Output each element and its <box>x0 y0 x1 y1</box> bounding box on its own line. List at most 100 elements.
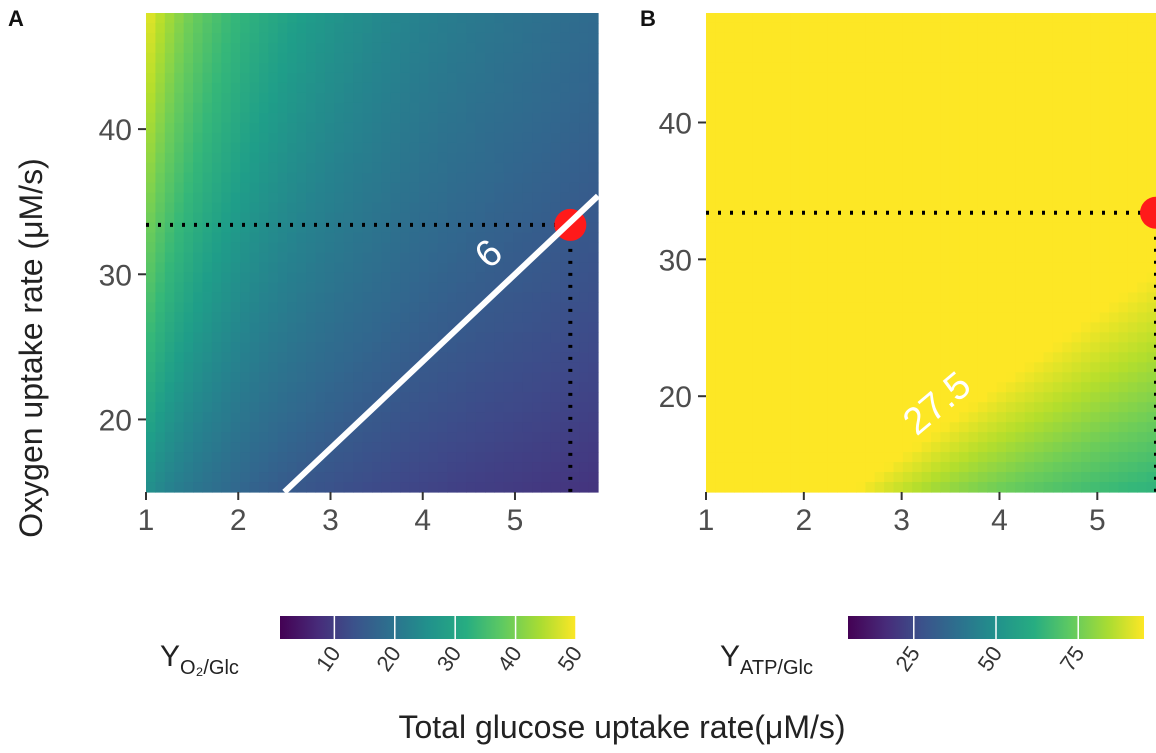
heatmap-cell <box>240 392 251 403</box>
heatmap-cell <box>912 32 923 44</box>
heatmap-cell <box>334 352 345 363</box>
heatmap-cell <box>752 412 763 423</box>
heatmap-cell <box>734 432 745 443</box>
heatmap-cell <box>921 362 932 373</box>
heatmap-cell <box>1024 332 1035 343</box>
heatmap-cell <box>893 262 904 274</box>
heatmap-cell <box>419 82 430 94</box>
heatmap-cell <box>466 402 477 413</box>
heatmap-cell <box>324 32 335 44</box>
heatmap-cell <box>846 392 857 403</box>
heatmap-cell <box>485 352 496 363</box>
heatmap-cell <box>240 222 251 234</box>
heatmap-cell <box>1062 112 1073 124</box>
heatmap-cell <box>865 302 876 313</box>
heatmap-cell <box>456 362 467 373</box>
heatmap-cell <box>921 232 932 244</box>
heatmap-cell <box>799 412 810 423</box>
heatmap-cell <box>1043 42 1054 54</box>
heatmap-cell <box>799 82 810 94</box>
heatmap-cell <box>466 122 477 134</box>
heatmap-cell <box>949 472 960 483</box>
heatmap-cell <box>588 152 599 164</box>
heatmap-cell <box>343 372 354 383</box>
heatmap-cell <box>569 412 580 423</box>
heatmap-cell <box>1109 322 1120 333</box>
heatmap-cell <box>230 112 241 124</box>
heatmap-cell <box>837 382 848 393</box>
heatmap-cell <box>931 292 941 303</box>
heatmap-cell <box>715 232 726 244</box>
heatmap-cell <box>259 482 270 493</box>
heatmap-cell <box>522 452 533 463</box>
heatmap-cell <box>1052 32 1063 44</box>
heatmap-cell <box>706 102 716 114</box>
heatmap-cell <box>996 72 1007 84</box>
heatmap-cell <box>1052 452 1063 463</box>
heatmap-cell <box>846 412 857 423</box>
heatmap-cell <box>466 442 477 453</box>
heatmap-cell <box>550 252 561 264</box>
heatmap-cell <box>230 152 241 164</box>
heatmap-cell <box>1062 372 1073 383</box>
heatmap-cell <box>259 72 270 84</box>
heatmap-cell <box>818 272 829 284</box>
heatmap-cell <box>211 352 222 363</box>
heatmap-cell <box>475 202 486 214</box>
heatmap-cell <box>1071 22 1082 34</box>
heatmap-cell <box>268 232 279 244</box>
heatmap-cell <box>1043 442 1054 453</box>
heatmap-cell <box>475 182 486 194</box>
heatmap-cell <box>921 102 932 114</box>
heatmap-cell <box>743 432 754 443</box>
heatmap-cell <box>856 292 866 303</box>
heatmap-cell <box>752 372 763 383</box>
heatmap-cell <box>1015 412 1026 423</box>
heatmap-cell <box>447 302 458 313</box>
heatmap-cell <box>174 282 185 294</box>
heatmap-cell <box>827 202 838 214</box>
heatmap-cell <box>1137 372 1148 383</box>
heatmap-cell <box>579 362 590 373</box>
heatmap-cell <box>202 102 213 114</box>
heatmap-cell <box>174 272 185 284</box>
heatmap-cell <box>884 332 895 343</box>
heatmap-cell <box>409 42 420 54</box>
heatmap-cell <box>372 142 383 154</box>
heatmap-cell <box>456 392 467 403</box>
heatmap-cell <box>475 422 486 433</box>
heatmap-cell <box>277 252 288 264</box>
heatmap-cell <box>1099 112 1110 124</box>
heatmap-cell <box>287 192 298 204</box>
heatmap-cell <box>381 102 392 114</box>
heatmap-cell <box>428 412 439 423</box>
heatmap-cell <box>771 13 782 24</box>
heatmap-cell <box>324 242 335 254</box>
heatmap-cell <box>1062 172 1073 184</box>
heatmap-cell <box>1099 452 1110 463</box>
heatmap-cell <box>977 372 988 383</box>
heatmap-cell <box>428 432 439 443</box>
heatmap-cell <box>1043 332 1054 343</box>
heatmap-cell <box>268 372 279 383</box>
heatmap-cell <box>1015 62 1026 74</box>
heatmap-cell <box>287 362 298 373</box>
heatmap-cell <box>1006 112 1016 124</box>
heatmap-cell <box>949 242 960 254</box>
heatmap-cell <box>715 402 726 413</box>
contour-line <box>282 193 601 495</box>
heatmap-cell <box>1090 92 1101 104</box>
heatmap-cell <box>743 152 754 164</box>
heatmap-cell <box>419 382 430 393</box>
heatmap-cell <box>734 42 745 54</box>
heatmap-cell <box>579 13 590 24</box>
heatmap-cell <box>1146 72 1156 84</box>
heatmap-cell <box>343 292 354 303</box>
heatmap-cell <box>494 252 505 264</box>
heatmap-cell <box>781 102 791 114</box>
heatmap-cell <box>1062 432 1073 443</box>
heatmap-cell <box>353 472 364 483</box>
heatmap-cell <box>1127 242 1138 254</box>
heatmap-cell <box>724 102 735 114</box>
heatmap-cell <box>968 312 979 323</box>
